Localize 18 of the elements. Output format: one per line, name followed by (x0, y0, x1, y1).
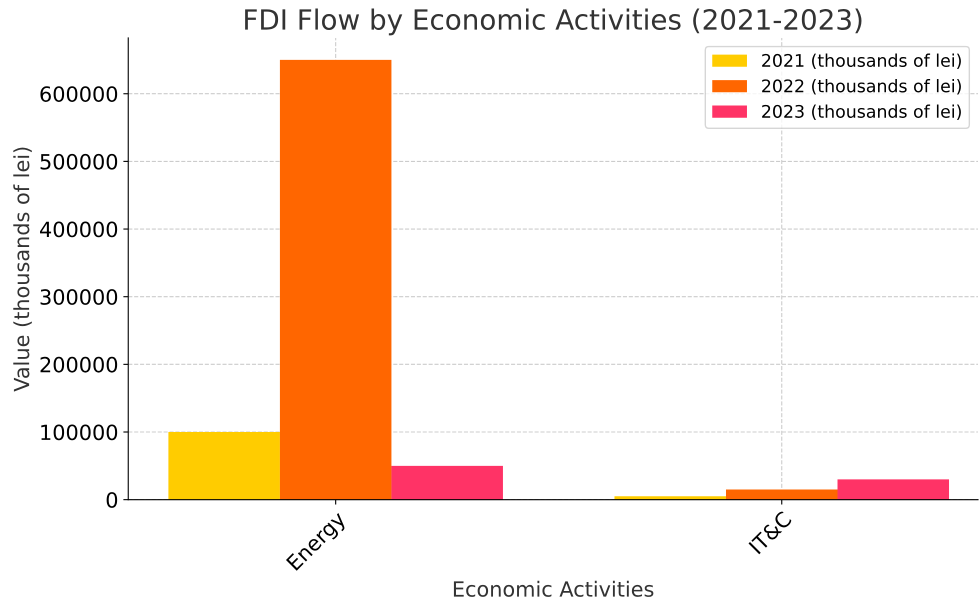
y-tick-label: 100000 (41, 424, 118, 440)
legend-label: 2021 (thousands of lei) (762, 54, 961, 70)
y-tick-label: 400000 (40, 222, 118, 238)
y-tick-label: 0 (106, 492, 118, 508)
bar (726, 490, 838, 500)
bar (391, 466, 503, 500)
bar (168, 432, 280, 500)
bar (280, 60, 392, 500)
y-tick-label: 600000 (40, 86, 118, 102)
chart-title: FDI Flow by Economic Activities (2021-2023) (245, 8, 862, 36)
legend-label: 2023 (thousands of lei) (762, 104, 961, 120)
y-axis-title: Value (thousands of lei) (13, 148, 32, 392)
bar (838, 479, 950, 500)
y-tick-label: 300000 (40, 289, 118, 305)
legend-label: 2022 (thousands of lei) (762, 79, 961, 95)
y-tick-label: 200000 (40, 356, 118, 373)
y-tick-label: 500000 (40, 154, 118, 170)
x-axis-title: Economic Activities (454, 580, 654, 597)
